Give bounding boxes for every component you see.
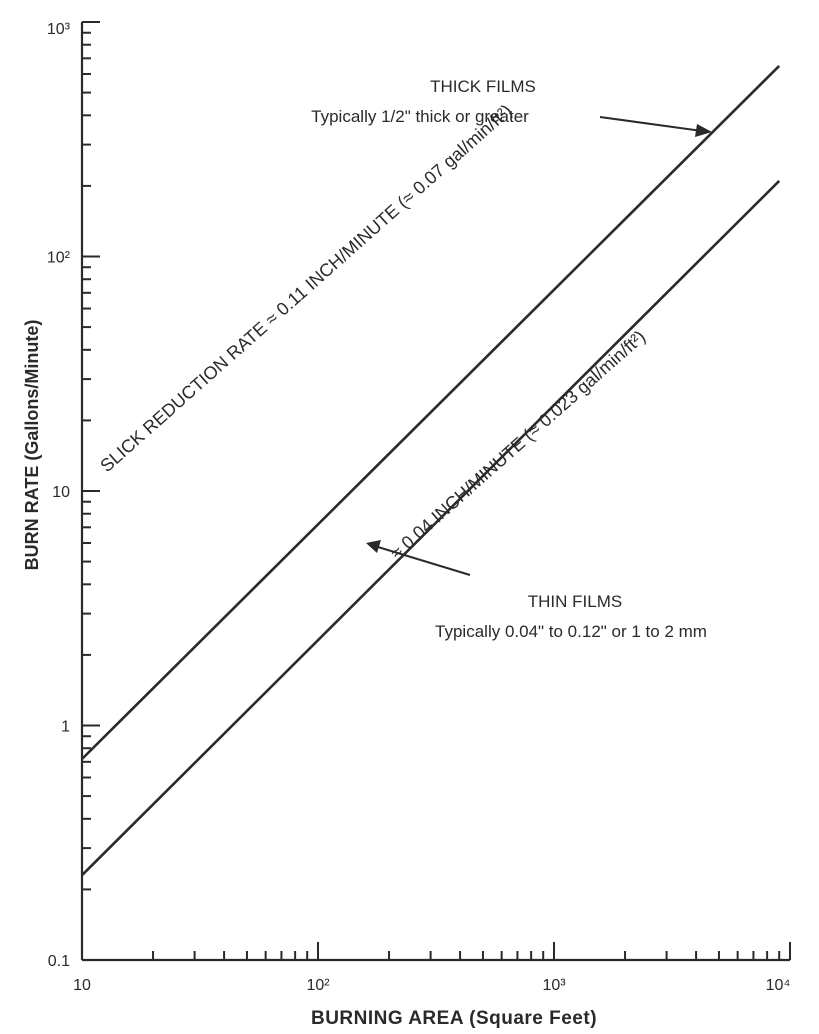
x-tick-label: 10 <box>73 977 91 994</box>
y-axis-label: BURN RATE (Gallons/Minute) <box>22 320 42 571</box>
y-axis-tick-labels: 0.1 1 10 10² 10³ <box>47 21 71 970</box>
y-tick-label: 10² <box>47 250 71 267</box>
thick-films-arrow <box>599 116 703 132</box>
x-axis-label: BURNING AREA (Square Feet) <box>311 1008 597 1029</box>
thick-films-arrowhead <box>695 124 712 137</box>
lower-line-label: ≈ 0.04 INCH/MINUTE (≈ 0.023 gal/min/ft²) <box>386 326 649 563</box>
upper-line-label: SLICK REDUCTION RATE ≈ 0.11 INCH/MINUTE … <box>96 100 515 476</box>
series-lines <box>81 64 781 877</box>
thick-films-line <box>81 64 781 760</box>
thin-films-subtitle: Typically 0.04" to 0.12" or 1 to 2 mm <box>435 622 707 641</box>
y-tick-label: 10³ <box>47 21 71 38</box>
x-tick-label: 10⁴ <box>766 977 791 994</box>
y-axis-ticks <box>82 21 100 961</box>
x-axis-tick-labels: 10 10² 10³ 10⁴ <box>73 977 790 994</box>
thin-films-title: THIN FILMS <box>528 592 622 611</box>
thin-films-line <box>81 179 781 877</box>
thick-films-title: THICK FILMS <box>430 77 536 96</box>
x-tick-label: 10² <box>306 977 330 994</box>
y-tick-label: 0.1 <box>48 953 70 970</box>
x-tick-label: 10³ <box>542 977 566 994</box>
thin-films-arrowhead <box>366 540 381 553</box>
y-tick-label: 1 <box>61 719 70 736</box>
y-tick-label: 10 <box>52 484 70 501</box>
x-axis-ticks <box>81 942 791 960</box>
thin-films-arrow <box>377 546 471 576</box>
thick-films-subtitle: Typically 1/2" thick or greater <box>311 107 529 126</box>
